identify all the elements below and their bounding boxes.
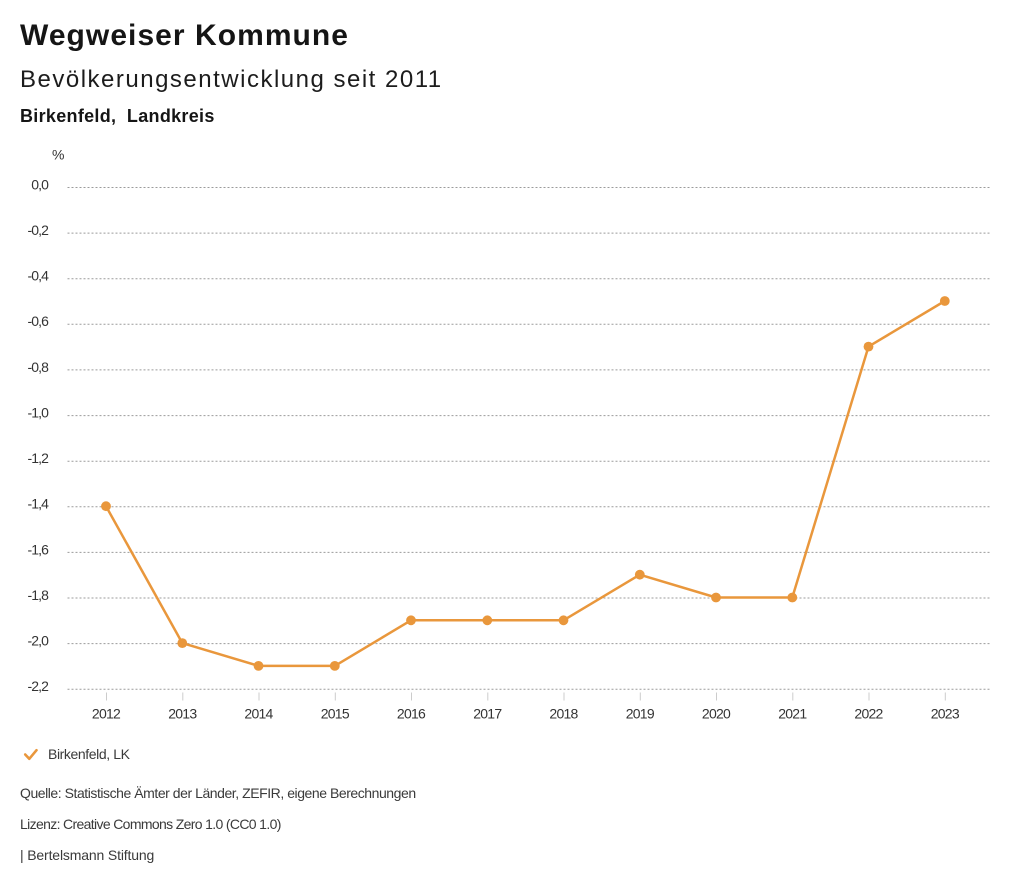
svg-text:2022: 2022 [854,706,883,722]
svg-text:-0,2: -0,2 [27,222,49,238]
svg-text:2023: 2023 [931,706,960,722]
svg-text:2019: 2019 [626,706,655,722]
svg-text:%: % [52,146,64,162]
svg-text:-0,6: -0,6 [27,313,49,329]
svg-text:2020: 2020 [702,706,731,722]
svg-text:-0,4: -0,4 [27,268,49,284]
svg-text:2018: 2018 [549,706,578,722]
svg-text:-1,6: -1,6 [27,541,49,557]
svg-text:2013: 2013 [168,706,197,722]
svg-text:-0,8: -0,8 [27,359,49,375]
svg-text:2017: 2017 [473,706,502,722]
svg-text:-1,4: -1,4 [27,496,49,512]
svg-text:-1,0: -1,0 [27,405,49,421]
svg-text:-1,2: -1,2 [27,450,49,466]
svg-text:0,0: 0,0 [31,176,49,192]
svg-text:2015: 2015 [321,706,350,722]
svg-text:-2,0: -2,0 [27,633,49,649]
svg-text:2014: 2014 [244,706,273,722]
svg-text:2016: 2016 [397,706,426,722]
svg-text:2012: 2012 [92,706,121,722]
svg-text:-2,2: -2,2 [27,678,49,694]
svg-text:2021: 2021 [778,706,807,722]
svg-text:-1,8: -1,8 [27,587,49,603]
